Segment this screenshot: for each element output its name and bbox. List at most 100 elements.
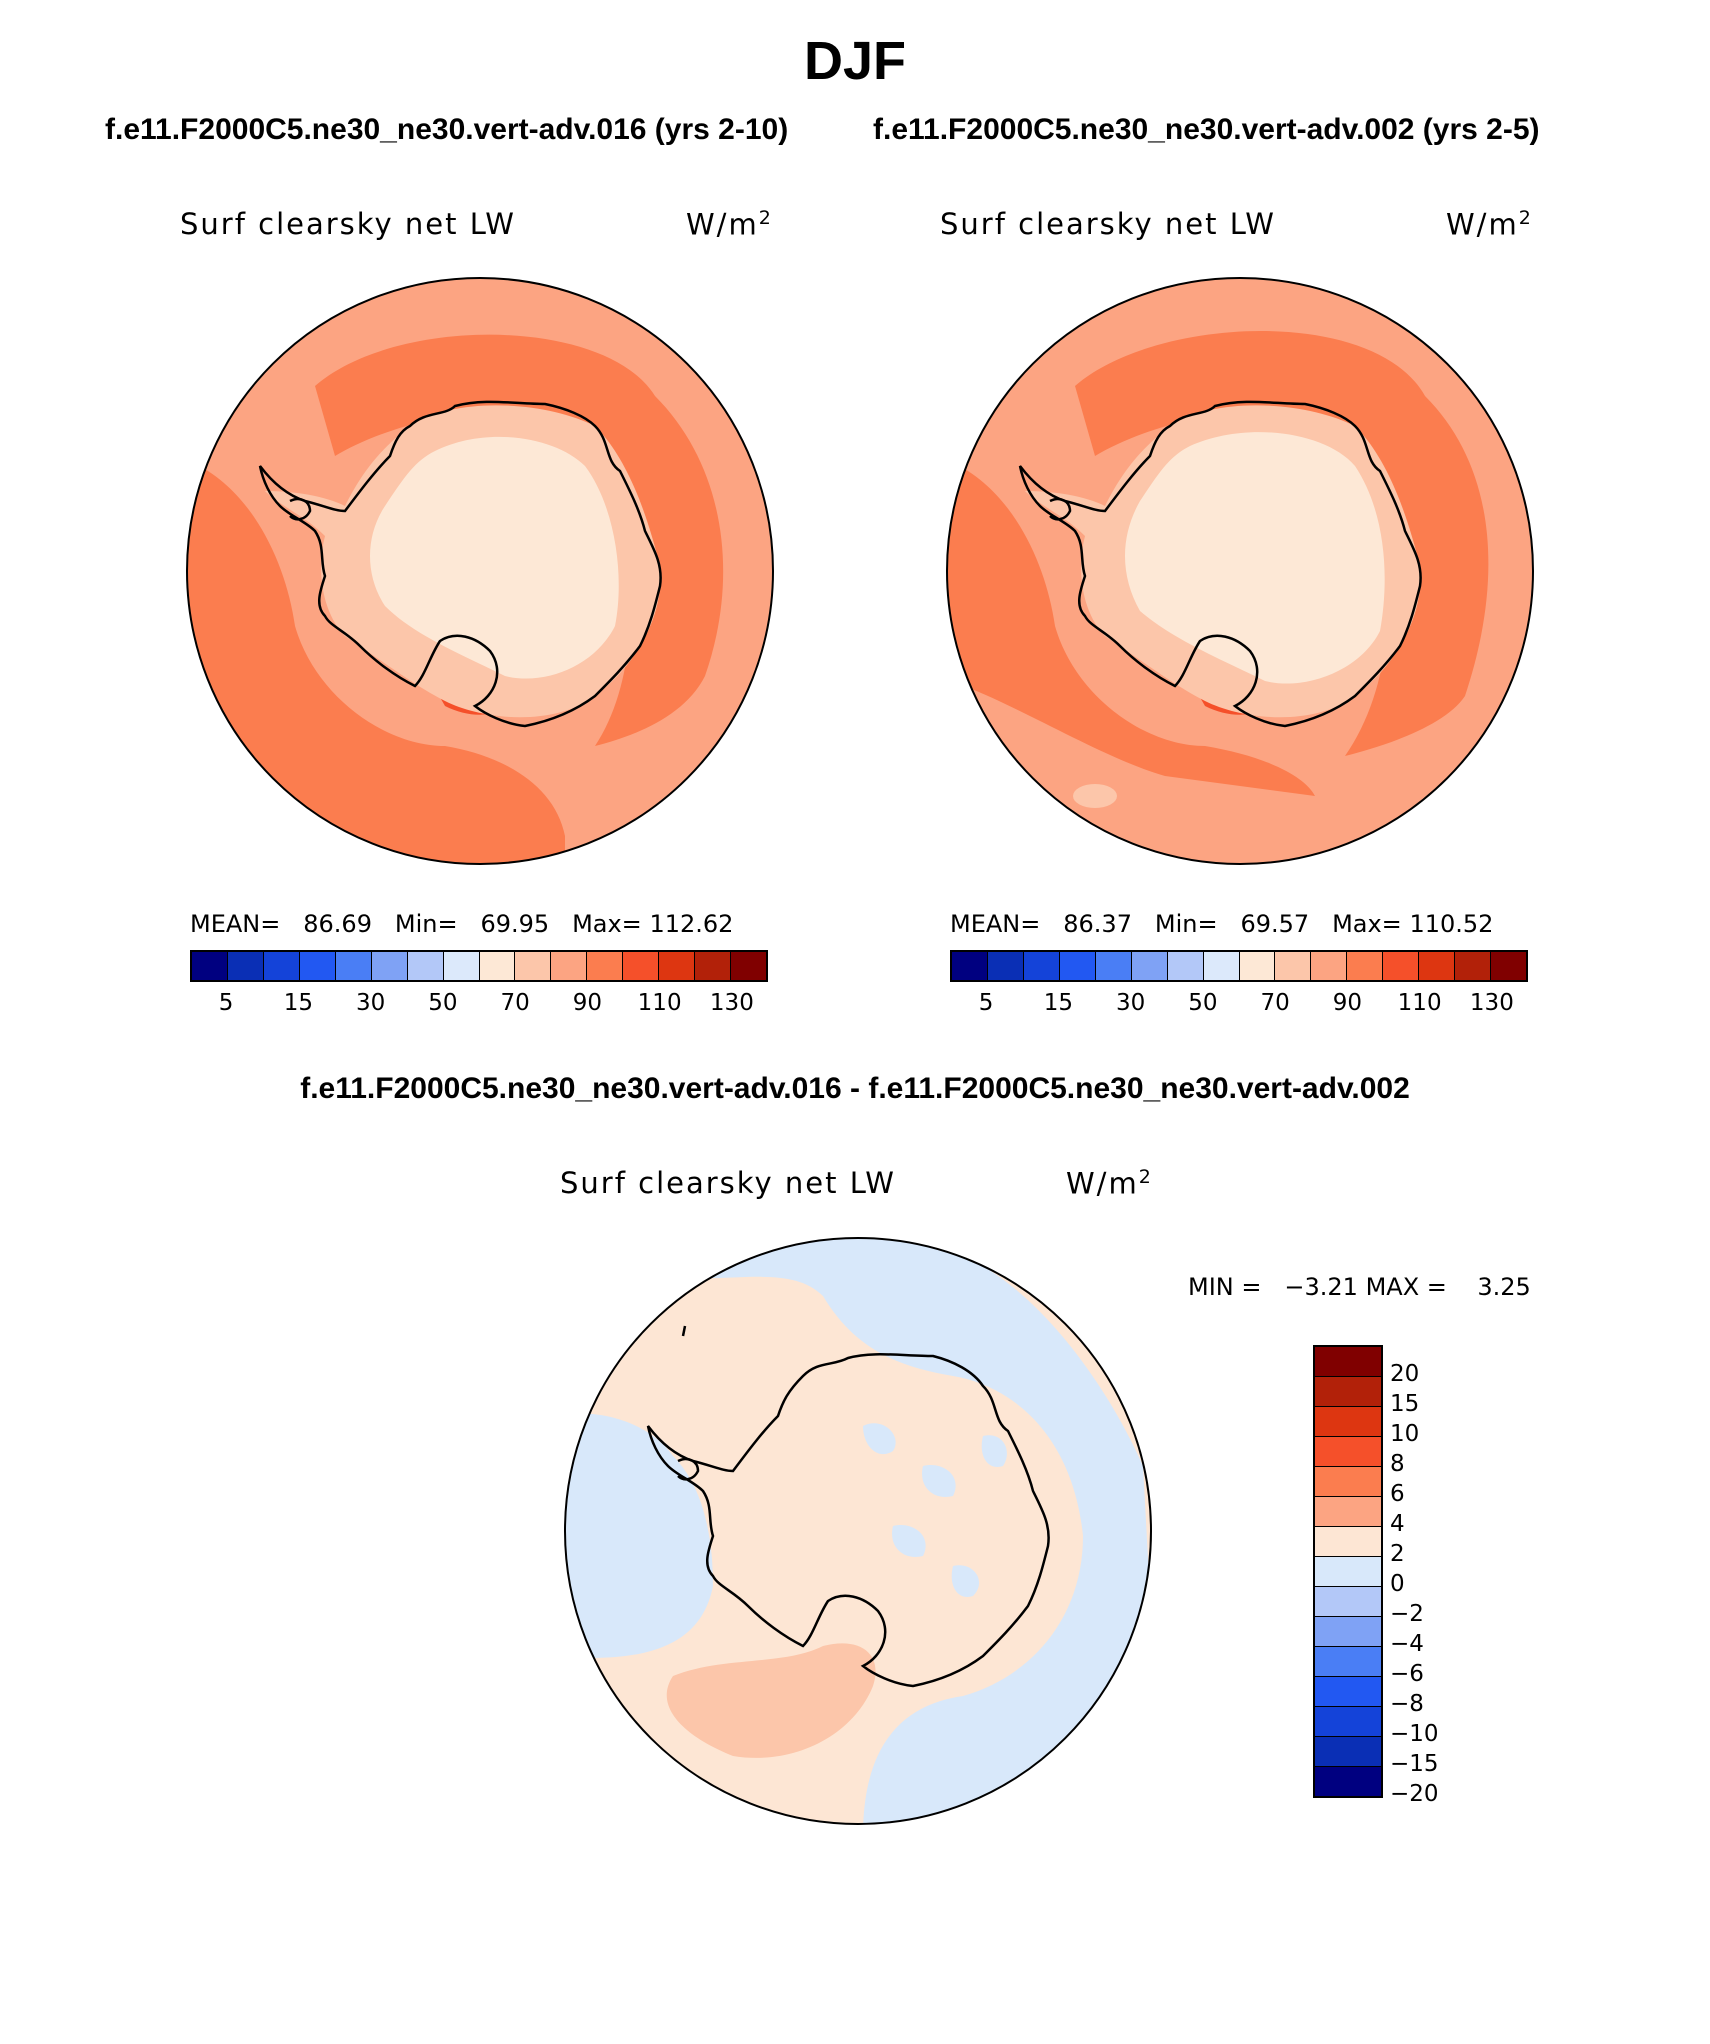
colorbar-swatch xyxy=(1491,952,1526,980)
colorbar-tick-label: 0 xyxy=(1390,1571,1405,1597)
colorbar-tick-label: 6 xyxy=(1390,1481,1405,1507)
colorbar-swatch xyxy=(731,952,766,980)
colorbar-swatch xyxy=(1311,952,1348,980)
colorbar-swatch xyxy=(952,952,988,980)
figure-title: DJF xyxy=(803,31,906,91)
colorbar-swatch xyxy=(1315,1407,1381,1437)
colorbar-swatch xyxy=(1315,1347,1381,1377)
colorbar-tick-label: −6 xyxy=(1390,1661,1424,1687)
colorbar-tick-label: −8 xyxy=(1390,1691,1424,1717)
colorbar-tick-label: −20 xyxy=(1390,1781,1439,1807)
panel-left-colorbar xyxy=(190,950,768,982)
colorbar-swatch xyxy=(1023,952,1060,980)
colorbar-swatch xyxy=(1203,952,1240,980)
antarctic-coastline xyxy=(1018,400,1422,728)
diff-variable-label: Surf clearsky net LW xyxy=(560,1166,896,1200)
colorbar-swatch xyxy=(1315,1737,1381,1767)
colorbar-swatch xyxy=(1419,952,1456,980)
colorbar-swatch xyxy=(1455,952,1492,980)
diff-positive-region xyxy=(666,1643,876,1758)
island-outline xyxy=(193,345,227,447)
min-label: Min= xyxy=(394,910,458,938)
antarctic-coastline xyxy=(646,1353,1050,1688)
diff-negative-region-east xyxy=(633,1238,1151,1824)
island-outline xyxy=(953,345,987,447)
min-value: 69.57 xyxy=(1240,910,1310,938)
colorbar-swatch xyxy=(371,952,408,980)
colorbar-tick-label: 2 xyxy=(1390,1541,1405,1567)
colorbar-tick-label: 8 xyxy=(1390,1451,1405,1477)
colorbar-swatch xyxy=(1315,1467,1381,1497)
colorbar-swatch xyxy=(1275,952,1312,980)
colorbar-tick-label: 5 xyxy=(218,990,234,1016)
diff-colorbar-ticks: 20 15 10 8 6 4 2 0 −2 −4 −6 −8 −10 −15 −20 xyxy=(1390,1345,1470,1825)
antarctic-interior-plateau xyxy=(370,436,619,679)
colorbar-tick-label: 5 xyxy=(978,990,994,1016)
max-value: 110.52 xyxy=(1409,910,1494,938)
colorbar-swatch xyxy=(1315,1707,1381,1737)
colorbar-tick-label: 130 xyxy=(709,990,754,1016)
colorbar-swatch xyxy=(335,952,372,980)
colorbar-tick-label: 110 xyxy=(1397,990,1442,1016)
colorbar-tick-label: −15 xyxy=(1390,1751,1439,1777)
colorbar-tick-label: 50 xyxy=(1188,990,1218,1016)
panel-left-units-label: W/m2 xyxy=(686,207,773,242)
colorbar-swatch xyxy=(987,952,1024,980)
colorbar-tick-label: 30 xyxy=(355,990,386,1016)
panel-left-case-title: f.e11.F2000C5.ne30_ne30.vert-adv.016 (yr… xyxy=(105,113,789,146)
colorbar-swatch xyxy=(1315,1767,1381,1796)
panel-left-colorbar-ticks: 5 15 30 50 70 90 110 130 xyxy=(190,990,768,1020)
ocean-cool-patch xyxy=(1073,784,1117,808)
colorbar-swatch xyxy=(1315,1647,1381,1677)
colorbar-tick-label: 70 xyxy=(500,990,530,1016)
min-label: MIN = xyxy=(1188,1273,1262,1301)
min-value: 69.95 xyxy=(480,910,550,938)
panel-right-case-title: f.e11.F2000C5.ne30_ne30.vert-adv.002 (yr… xyxy=(873,113,1540,146)
colorbar-swatch xyxy=(263,952,300,980)
diff-negative-region-west xyxy=(565,1413,713,1658)
colorbar-swatch xyxy=(587,952,624,980)
colorbar-swatch xyxy=(1167,952,1204,980)
colorbar-tick-label: 20 xyxy=(1390,1361,1420,1387)
colorbar-swatch xyxy=(192,952,228,980)
colorbar-swatch xyxy=(1239,952,1276,980)
mean-value: 86.37 xyxy=(1063,910,1132,938)
panel-left-map-boundary xyxy=(186,277,774,865)
colorbar-tick-label: 30 xyxy=(1115,990,1146,1016)
diff-units-label: W/m2 xyxy=(1066,1166,1153,1201)
diff-interior-negative-patches xyxy=(863,1423,1007,1597)
colorbar-swatch xyxy=(1095,952,1132,980)
mean-label: MEAN= xyxy=(190,910,281,938)
panel-left-stats: MEAN= 86.69 Min= 69.95 Max= 112.62 xyxy=(190,910,733,938)
colorbar-swatch xyxy=(1059,952,1096,980)
max-value: 112.62 xyxy=(649,910,734,938)
ocean-warm-band-west xyxy=(187,456,565,864)
diff-minmax-stats: MIN = −3.21 MAX = 3.25 xyxy=(1188,1273,1531,1301)
colorbar-tick-label: −4 xyxy=(1390,1631,1424,1657)
mean-value: 86.69 xyxy=(303,910,372,938)
colorbar-swatch xyxy=(1315,1677,1381,1707)
colorbar-swatch xyxy=(1347,952,1384,980)
colorbar-swatch xyxy=(443,952,480,980)
panel-left-polar-map xyxy=(186,277,774,865)
colorbar-tick-label: 90 xyxy=(572,990,603,1016)
colorbar-swatch xyxy=(479,952,516,980)
colorbar-swatch xyxy=(1315,1587,1381,1617)
colorbar-tick-label: 50 xyxy=(428,990,458,1016)
antarctic-coastline xyxy=(258,400,662,728)
colorbar-swatch xyxy=(299,952,336,980)
panel-right-variable-label: Surf clearsky net LW xyxy=(940,207,1276,241)
ocean-warm-band-west xyxy=(947,456,1315,796)
colorbar-swatch xyxy=(227,952,264,980)
diff-case-title: f.e11.F2000C5.ne30_ne30.vert-adv.016 - f… xyxy=(300,1072,1410,1105)
colorbar-swatch xyxy=(515,952,552,980)
colorbar-tick-label: 110 xyxy=(637,990,682,1016)
colorbar-swatch xyxy=(623,952,660,980)
colorbar-swatch xyxy=(695,952,732,980)
panel-right-colorbar xyxy=(950,950,1528,982)
colorbar-tick-label: 15 xyxy=(283,990,314,1016)
max-label: Max= xyxy=(1332,910,1402,938)
panel-right-colorbar-ticks: 5 15 30 50 70 90 110 130 xyxy=(950,990,1528,1020)
colorbar-swatch xyxy=(1315,1437,1381,1467)
colorbar-swatch xyxy=(551,952,588,980)
